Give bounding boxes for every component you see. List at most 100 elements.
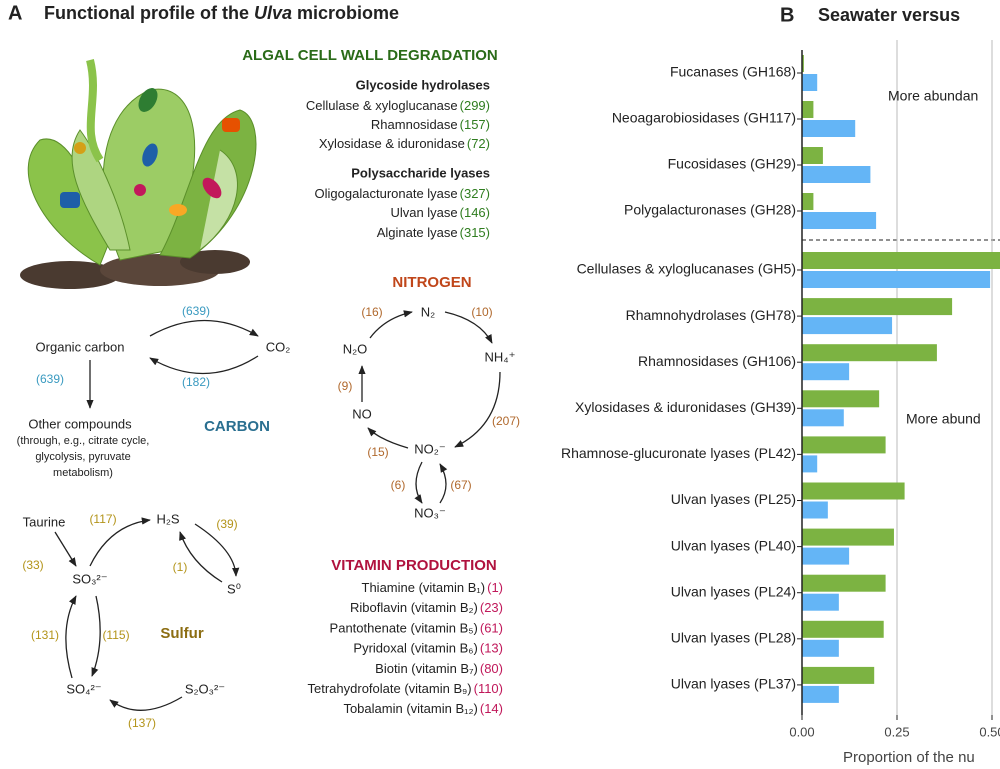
item-count: (157)	[460, 117, 490, 132]
chart-title: Seawater versus	[818, 5, 960, 25]
item-count: (315)	[460, 225, 490, 240]
section-heading: Sulfur	[160, 625, 203, 642]
bar	[802, 482, 905, 500]
bar	[802, 317, 893, 335]
bar	[802, 363, 850, 381]
y-tick-label: Fucosidases (GH29)	[668, 156, 796, 172]
bar	[802, 212, 877, 229]
arrow	[149, 319, 259, 337]
bar	[802, 436, 886, 454]
bar	[802, 271, 991, 288]
title-part: Functional profile of the	[44, 3, 249, 23]
arrow	[109, 696, 183, 711]
note: metabolism)	[53, 467, 113, 479]
node: S⁰	[227, 581, 241, 596]
y-tick-label: Rhamnose-glucuronate lyases (PL42)	[561, 445, 796, 461]
arrow	[89, 517, 151, 567]
arrow	[444, 311, 493, 344]
count: (16)	[361, 305, 382, 319]
node: NO	[352, 406, 372, 421]
bar	[802, 501, 828, 519]
node: N₂O	[343, 341, 368, 356]
y-tick-label: Polygalacturonases (GH28)	[624, 202, 796, 218]
node: CO₂	[266, 339, 291, 354]
title-part: Ulva	[254, 3, 292, 23]
item-name: Cellulase & xyloglucanase	[306, 98, 458, 113]
node: S₂O₃²⁻	[185, 681, 225, 696]
bar	[802, 252, 1000, 269]
bar	[802, 547, 850, 565]
item-name: Pantothenate (vitamin B₅)	[330, 621, 478, 636]
arrow	[179, 531, 223, 583]
section-heading: VITAMIN PRODUCTION	[331, 557, 497, 574]
list-item: Pyridoxal (vitamin B₆) (13)	[353, 641, 503, 656]
bar	[802, 101, 814, 118]
list-item: Biotin (vitamin B₇) (80)	[375, 661, 503, 676]
arrow	[65, 595, 77, 679]
bar	[802, 193, 814, 210]
list-item: Xylosidase & iduronidase (72)	[319, 136, 490, 151]
item-name: Tetrahydrofolate (vitamin B₉)	[308, 681, 472, 696]
item-count: (1)	[487, 580, 503, 595]
item-count: (327)	[460, 186, 490, 201]
list-item: Cellulase & xyloglucanase (299)	[306, 98, 490, 113]
bar	[802, 574, 886, 592]
title-part: microbiome	[297, 3, 399, 23]
count: (207)	[492, 414, 520, 428]
list-item: Thiamine (vitamin B₁) (1)	[362, 580, 503, 595]
bar	[802, 620, 884, 638]
bar	[802, 344, 937, 362]
node: Taurine	[23, 514, 66, 529]
node: NH₄⁺	[485, 349, 516, 364]
y-tick-label: Cellulases & xyloglucanases (GH5)	[577, 261, 796, 277]
list-item: Tobalamin (vitamin B₁₂) (14)	[343, 702, 503, 717]
panel-label: A	[8, 2, 22, 24]
x-tick-label: 0.00	[789, 724, 814, 739]
panel-label: B	[780, 4, 794, 26]
group-heading: Glycoside hydrolases	[356, 77, 490, 92]
section-heading: ALGAL CELL WALL DEGRADATION	[242, 47, 498, 64]
panel-title: Functional profile of the Ulva microbiome	[44, 3, 399, 23]
item-count: (61)	[480, 621, 503, 636]
annotation: More abundan	[888, 88, 978, 104]
y-tick-label: Fucanases (GH168)	[670, 64, 796, 80]
x-tick-label: 0.25	[884, 724, 909, 739]
node: Other compounds	[28, 416, 132, 431]
node: N₂	[421, 304, 435, 319]
count: (10)	[471, 305, 492, 319]
bar	[802, 666, 875, 684]
count: (1)	[173, 560, 188, 574]
arrow	[149, 355, 259, 375]
arrow	[454, 371, 501, 448]
bar	[802, 74, 818, 91]
node: NO₂⁻	[414, 441, 445, 456]
arrow	[369, 310, 413, 339]
item-name: Alginate lyase	[377, 225, 458, 240]
item-count: (72)	[467, 136, 490, 151]
count: (115)	[102, 628, 129, 642]
bar	[802, 166, 871, 183]
item-name: Biotin (vitamin B₇)	[375, 661, 478, 676]
y-tick-label: Ulvan lyases (PL25)	[671, 491, 796, 507]
node: SO₄²⁻	[66, 681, 101, 696]
bar	[802, 639, 839, 657]
item-count: (23)	[480, 601, 503, 616]
arrow	[414, 461, 423, 504]
count: (639)	[36, 372, 64, 386]
bar	[802, 409, 844, 427]
note: glycolysis, pyruvate	[35, 451, 130, 463]
item-name: Ulvan lyase	[390, 205, 457, 220]
bar	[802, 120, 856, 137]
bar	[802, 528, 894, 546]
count: (39)	[216, 517, 237, 531]
y-tick-label: Ulvan lyases (PL24)	[671, 583, 796, 599]
bar	[802, 298, 953, 316]
node: NO₃⁻	[414, 505, 446, 520]
list-item: Ulvan lyase (146)	[390, 205, 490, 220]
count: (67)	[450, 478, 471, 492]
x-tick-label: 0.50	[979, 724, 1000, 739]
item-count: (146)	[460, 205, 490, 220]
node: H₂S	[156, 511, 179, 526]
y-tick-label: Ulvan lyases (PL28)	[671, 630, 796, 646]
y-tick-label: Xylosidases & iduronidases (GH39)	[575, 399, 796, 415]
